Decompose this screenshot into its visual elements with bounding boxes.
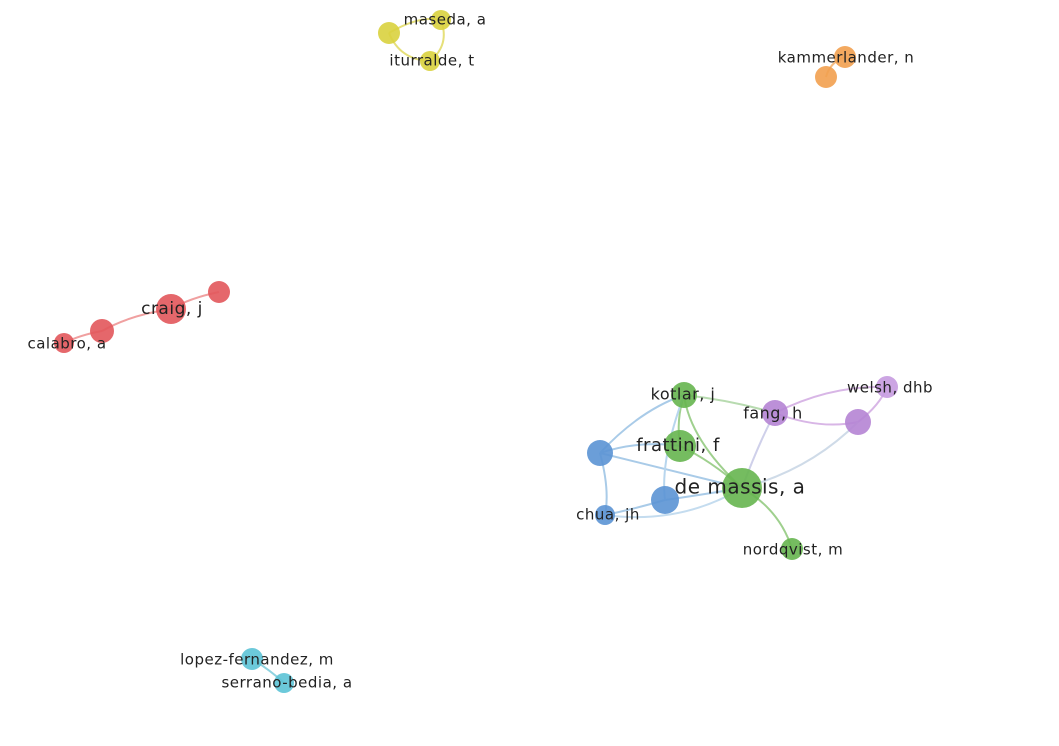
node bbox=[815, 66, 837, 88]
node bbox=[876, 376, 898, 398]
node-label: kammerlander, n bbox=[778, 49, 915, 67]
node bbox=[90, 319, 114, 343]
node bbox=[671, 382, 697, 408]
node bbox=[664, 430, 696, 462]
node-label: de massis, a bbox=[675, 475, 806, 499]
node-label: kotlar, j bbox=[651, 385, 716, 404]
node bbox=[781, 538, 803, 560]
node-label: serrano-bedia, a bbox=[221, 674, 352, 692]
node bbox=[651, 486, 679, 514]
node-label: frattini, f bbox=[636, 435, 720, 456]
node-label: lopez-fernandez, m bbox=[180, 651, 334, 669]
node bbox=[420, 51, 440, 71]
node-label: welsh, dhb bbox=[847, 379, 933, 397]
node bbox=[722, 468, 762, 508]
node-label: nordqvist, m bbox=[743, 541, 844, 559]
node bbox=[241, 648, 263, 670]
node bbox=[834, 46, 856, 68]
node-label: craig, j bbox=[141, 299, 203, 319]
node-label: chua, jh bbox=[576, 506, 640, 524]
node bbox=[378, 22, 400, 44]
node bbox=[845, 409, 871, 435]
node-label: iturralde, t bbox=[389, 52, 474, 70]
labels: maseda, a iturralde, t kammerlander, n c… bbox=[27, 11, 933, 692]
node bbox=[595, 505, 615, 525]
node bbox=[431, 10, 451, 30]
node bbox=[762, 400, 788, 426]
node bbox=[274, 673, 294, 693]
node-label: fang, h bbox=[743, 404, 803, 423]
edges bbox=[63, 17, 888, 684]
node-label: maseda, a bbox=[404, 11, 487, 29]
node bbox=[208, 281, 230, 303]
node bbox=[587, 440, 613, 466]
node bbox=[156, 294, 186, 324]
node-label: calabro, a bbox=[27, 335, 106, 353]
nodes bbox=[54, 10, 898, 693]
node bbox=[54, 333, 74, 353]
